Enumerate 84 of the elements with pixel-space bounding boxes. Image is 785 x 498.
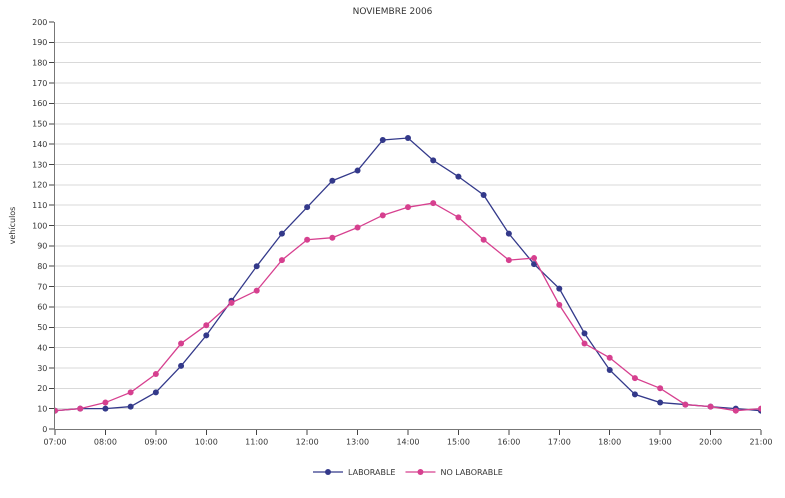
point [405, 135, 411, 141]
y-tick-label: 70 [37, 282, 48, 292]
point [405, 204, 411, 210]
y-tick-label: 140 [32, 140, 48, 149]
point [455, 214, 462, 220]
point [531, 261, 538, 268]
point [531, 255, 538, 262]
point [430, 200, 436, 206]
y-tick-label: 40 [37, 343, 48, 352]
point [556, 286, 562, 292]
y-tick-label: 60 [37, 302, 48, 312]
y-tick-label: 100 [32, 221, 48, 230]
x-tick-label: 17:00 [548, 438, 571, 447]
x-tick-label: 08:00 [94, 438, 117, 447]
point [430, 157, 436, 164]
point [455, 174, 462, 180]
legend-label: LABORABLE [348, 468, 396, 478]
chart-title: NOVIEMBRE 2006 [352, 6, 433, 17]
y-tick-label: 200 [32, 18, 48, 27]
point [657, 400, 664, 406]
x-tick-label: 13:00 [346, 438, 370, 447]
point [506, 257, 512, 264]
y-tick-label: 90 [37, 242, 48, 251]
point [178, 362, 184, 369]
x-tick-label: 07:00 [43, 438, 67, 447]
point [556, 302, 562, 308]
point [506, 230, 512, 237]
y-tick-label: 10 [37, 404, 48, 414]
point [128, 404, 134, 410]
y-tick-label: 150 [32, 120, 48, 129]
point [178, 340, 184, 347]
point [254, 263, 260, 270]
point [606, 366, 613, 373]
point [380, 137, 386, 144]
x-tick-label: 20:00 [699, 438, 722, 447]
point [128, 389, 134, 396]
y-tick-label: 160 [32, 99, 48, 108]
x-tick-label: 19:00 [648, 438, 672, 447]
y-tick-label: 120 [32, 180, 48, 190]
y-tick-label: 110 [32, 200, 48, 210]
y-tick-label: 30 [37, 364, 48, 373]
point [632, 391, 638, 398]
x-tick-label: 21:00 [749, 438, 773, 447]
y-tick-label: 180 [32, 58, 48, 68]
point [304, 204, 310, 210]
point [354, 224, 361, 231]
point [203, 332, 210, 338]
legend-label: NO LABORABLE [440, 468, 503, 478]
x-tick-label: 10:00 [194, 438, 218, 447]
point [354, 168, 361, 174]
point [582, 330, 588, 336]
x-tick-label: 09:00 [144, 438, 168, 447]
point [203, 322, 210, 328]
point [480, 192, 487, 198]
point [480, 236, 487, 243]
point [152, 371, 159, 378]
x-tick-label: 14:00 [396, 438, 420, 447]
x-tick-label: 15:00 [446, 438, 470, 447]
point [657, 385, 664, 392]
x-tick-label: 11:00 [245, 438, 268, 447]
point [278, 230, 285, 237]
y-tick-label: 0 [42, 424, 48, 434]
y-tick-label: 50 [37, 323, 48, 332]
x-tick-label: 16:00 [497, 438, 520, 447]
y-tick-label: 80 [37, 262, 48, 271]
y-tick-label: 130 [32, 160, 48, 170]
point [329, 234, 336, 241]
point [278, 257, 285, 264]
x-tick-label: 12:00 [296, 438, 319, 447]
x-tick-label: 18:00 [598, 438, 622, 447]
point [329, 178, 336, 184]
point [582, 340, 588, 347]
point [102, 400, 108, 406]
point [606, 354, 613, 361]
y-tick-label: 190 [32, 38, 48, 48]
y-tick-label: 20 [37, 384, 48, 394]
point [152, 389, 159, 396]
point [304, 236, 310, 243]
point [102, 406, 108, 412]
y-axis-title: vehículos [8, 206, 17, 244]
y-tick-label: 170 [32, 78, 48, 88]
point [380, 212, 386, 218]
point [254, 288, 260, 294]
point [632, 375, 638, 382]
